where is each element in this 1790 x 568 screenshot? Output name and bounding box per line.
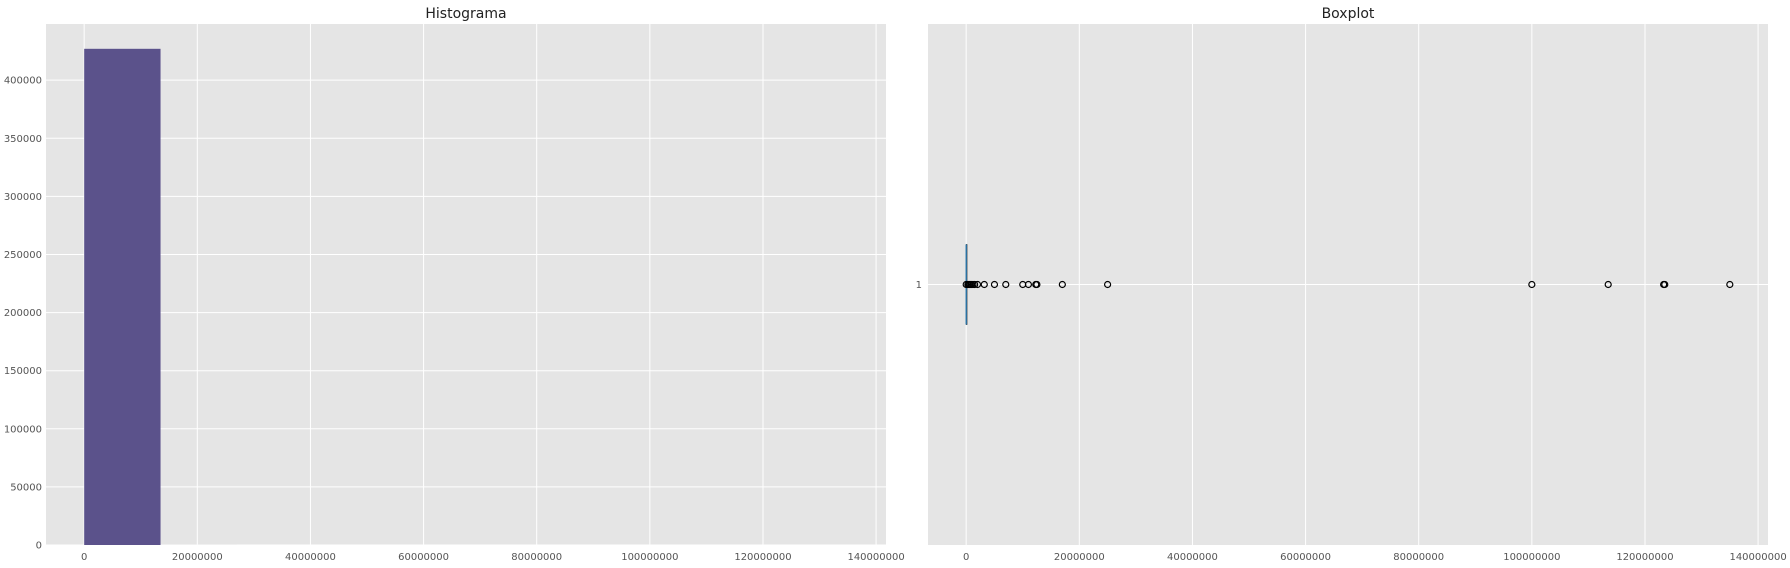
boxplot-x-tick-label: 140000000: [1729, 552, 1786, 563]
histogram-x-tick-label: 120000000: [734, 552, 791, 563]
boxplot-title: Boxplot: [1322, 6, 1375, 22]
boxplot-x-tick-label: 80000000: [1393, 552, 1444, 563]
histogram-y-tick-label: 400000: [4, 76, 42, 87]
histogram-x-tick-label: 80000000: [511, 552, 562, 563]
boxplot-outlier-point: [1103, 280, 1112, 289]
boxplot-outlier-point: [990, 280, 999, 289]
boxplot-outlier-point: [1002, 280, 1010, 289]
histogram-grid: [46, 24, 886, 546]
boxplot-y-axis: 1: [916, 280, 922, 291]
histogram-plot-area: [46, 24, 886, 545]
boxplot-category-label: 1: [916, 280, 922, 291]
histogram-title: Histograma: [425, 6, 506, 22]
boxplot-x-tick-label: 60000000: [1280, 552, 1331, 563]
boxplot-x-tick-label: 100000000: [1503, 552, 1560, 563]
boxplot-x-tick-label: 120000000: [1616, 552, 1673, 563]
boxplot-x-tick-label: 40000000: [1167, 552, 1218, 563]
histogram-y-tick-label: 0: [36, 541, 42, 552]
histogram-y-tick-label: 150000: [4, 366, 42, 377]
histogram-y-tick-label: 350000: [4, 134, 42, 145]
boxplot-x-tick-label: 0: [963, 552, 969, 563]
boxplot-outliers: [962, 280, 1734, 289]
boxplot-outlier-point: [1058, 280, 1066, 289]
histogram-y-tick-label: 250000: [4, 250, 42, 261]
histogram-x-axis: 0 20000000 40000000 60000000 80000000 1000000…: [81, 552, 905, 563]
histogram-x-tick-label: 140000000: [847, 552, 904, 563]
boxplot-outlier-point: [1024, 280, 1033, 289]
histogram-y-tick-label: 100000: [4, 424, 42, 435]
boxplot-x-tick-label: 20000000: [1054, 552, 1105, 563]
histogram-x-tick-label: 100000000: [621, 552, 678, 563]
histogram-x-tick-label: 40000000: [285, 552, 336, 563]
histogram-y-tick-label: 300000: [4, 192, 42, 203]
boxplot-outlier-point: [1726, 280, 1734, 289]
boxplot-outlier-point: [1528, 280, 1536, 289]
boxplot-outlier-point: [973, 280, 982, 289]
histogram-bars: [84, 48, 848, 546]
boxplot-x-axis: 0 20000000 40000000 60000000 80000000 1000000…: [963, 552, 1787, 563]
histogram-x-tick-label: 60000000: [398, 552, 449, 563]
histogram-y-tick-label: 50000: [10, 482, 42, 493]
histogram-y-axis: 0 50000 100000 150000 200000 250000 300000 3500…: [4, 76, 42, 552]
boxplot-outlier-point: [980, 280, 988, 289]
histogram-x-tick-label: 0: [81, 552, 87, 563]
boxplot-panel: 0 20000000 40000000 60000000 80000000 1000000…: [916, 6, 1787, 563]
boxplot-outlier-point: [1033, 280, 1041, 289]
boxplot-outlier-point: [1661, 280, 1669, 289]
boxplot-outlier-point: [1604, 280, 1612, 289]
boxplot-outlier-point: [971, 280, 979, 289]
histogram-x-tick-label: 20000000: [172, 552, 223, 563]
histogram-bar: [84, 48, 161, 546]
histogram-panel: 0 20000000 40000000 60000000 80000000 1000000…: [4, 6, 905, 563]
histogram-y-tick-label: 200000: [4, 308, 42, 319]
